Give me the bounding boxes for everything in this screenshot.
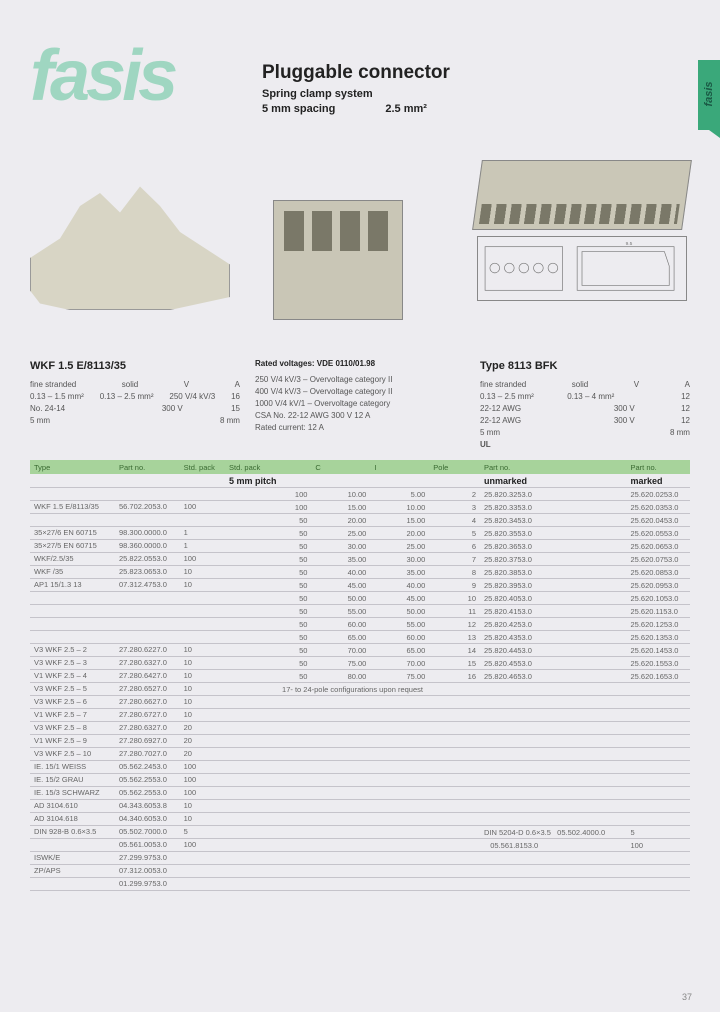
table-row: 25.820.3653.025.620.0653.0 bbox=[480, 540, 690, 553]
table-row: 25.820.4053.025.620.1053.0 bbox=[480, 592, 690, 605]
table-row: 05.561.0053.0100 bbox=[30, 838, 225, 851]
page-subtitle: Spring clamp system bbox=[262, 87, 450, 102]
table-row: V3 WKF 2.5 – 827.280.6327.020 bbox=[30, 721, 225, 734]
table-row bbox=[30, 617, 225, 630]
table-left: TypePart no.Std. pack WKF 1.5 E/8113/355… bbox=[30, 460, 225, 891]
table-row: WKF/2.5/3525.822.0553.0100 bbox=[30, 552, 225, 565]
table-row: AD 3104.61804.340.6053.010 bbox=[30, 812, 225, 825]
table-row: 01.299.9753.0 bbox=[30, 877, 225, 890]
spec-right: Type 8113 BFK fine strandedsolidVA0.13 –… bbox=[480, 358, 690, 451]
table-row: 25.820.3453.025.620.0453.0 bbox=[480, 514, 690, 527]
table-row: 25.820.4553.025.620.1553.0 bbox=[480, 657, 690, 670]
table-row: WKF 1.5 E/8113/3556.702.2053.0100 bbox=[30, 500, 225, 513]
table-row: 5075.0070.0015 bbox=[225, 657, 480, 670]
table-row: ZP/APS07.312.0053.0 bbox=[30, 864, 225, 877]
image-row: 9.5 bbox=[30, 160, 690, 340]
spacing-label: 5 mm spacing bbox=[262, 102, 335, 117]
spec-row: WKF 1.5 E/8113/35 fine strandedsolidVA0.… bbox=[30, 358, 690, 451]
table-row: 25.820.4653.025.620.1653.0 bbox=[480, 670, 690, 683]
table-row: WKF /3525.823.0653.010 bbox=[30, 565, 225, 578]
table-row: AD 3104.61004.343.6053.810 bbox=[30, 799, 225, 812]
table-row: 25.820.4353.025.620.1353.0 bbox=[480, 631, 690, 644]
table-row: 25.820.4153.025.620.1153.0 bbox=[480, 605, 690, 618]
table-row: IE. 15/2 GRAU05.562.2553.0100 bbox=[30, 773, 225, 786]
table-row: 25.820.3953.025.620.0953.0 bbox=[480, 579, 690, 592]
table-row: 5080.0075.0016 bbox=[225, 670, 480, 683]
table-row: 5030.0025.006 bbox=[225, 540, 480, 553]
spec-left-title: WKF 1.5 E/8113/35 bbox=[30, 358, 240, 375]
table-mid: Std. packCIPole 5 mm pitch10010.005.0021… bbox=[225, 460, 480, 891]
table-row: 35×27/6 EN 6071598.300.0000.01 bbox=[30, 526, 225, 539]
table-row: 5055.0050.0011 bbox=[225, 605, 480, 618]
side-tab-label: fasis bbox=[703, 69, 715, 119]
table-row: AP1 15/1.3 1307.312.4753.010 bbox=[30, 578, 225, 591]
table-row: V1 WKF 2.5 – 427.280.6427.010 bbox=[30, 669, 225, 682]
schematic-drawing: 9.5 bbox=[477, 236, 687, 301]
table-row bbox=[30, 630, 225, 643]
spec-mid-title: Rated voltages: VDE 0110/01.98 bbox=[255, 358, 465, 370]
ul-mark: UL bbox=[480, 439, 690, 451]
area-label: 2.5 mm² bbox=[385, 102, 427, 117]
table-row bbox=[30, 513, 225, 526]
table-row bbox=[30, 487, 225, 500]
table-row: V1 WKF 2.5 – 727.280.6727.010 bbox=[30, 708, 225, 721]
table-row: IE. 15/3 SCHWARZ05.562.2553.0100 bbox=[30, 786, 225, 799]
table-row: 5040.0035.008 bbox=[225, 566, 480, 579]
spec-left: WKF 1.5 E/8113/35 fine strandedsolidVA0.… bbox=[30, 358, 240, 451]
table-row: 25.820.3353.025.620.0353.0 bbox=[480, 501, 690, 514]
table-row: 35×27/5 EN 6071598.360.0000.01 bbox=[30, 539, 225, 552]
page-header: Pluggable connector Spring clamp system … bbox=[262, 62, 450, 118]
side-tab: fasis bbox=[698, 60, 720, 130]
table-row: 25.820.4253.025.620.1253.0 bbox=[480, 618, 690, 631]
table-row: V3 WKF 2.5 – 627.280.6627.010 bbox=[30, 695, 225, 708]
table-row: 5050.0045.0010 bbox=[225, 592, 480, 605]
product-image-wkf bbox=[30, 160, 243, 340]
svg-text:9.5: 9.5 bbox=[625, 241, 632, 247]
table-row bbox=[30, 474, 225, 487]
table-right: Part no.Part no. unmarkedmarked25.820.32… bbox=[480, 460, 690, 891]
table-row: DIN 928-B 0.6×3.505.502.7000.05 bbox=[30, 825, 225, 838]
table-row bbox=[30, 591, 225, 604]
table-row: 5025.0020.005 bbox=[225, 527, 480, 540]
table-row: 25.820.3253.025.620.0253.0 bbox=[480, 488, 690, 501]
table-row: V3 WKF 2.5 – 227.280.6227.010 bbox=[30, 643, 225, 656]
table-row: 25.820.3853.025.620.0853.0 bbox=[480, 566, 690, 579]
table-row: ISWK/E27.299.9753.0 bbox=[30, 851, 225, 864]
table-row: 5020.0015.004 bbox=[225, 514, 480, 527]
table-row bbox=[30, 604, 225, 617]
table-row: 5060.0055.0012 bbox=[225, 618, 480, 631]
brand-logo: fasis bbox=[30, 35, 174, 117]
tables-row: TypePart no.Std. pack WKF 1.5 E/8113/355… bbox=[30, 460, 690, 891]
table-row: V3 WKF 2.5 – 327.280.6327.010 bbox=[30, 656, 225, 669]
spec-mid: Rated voltages: VDE 0110/01.98 250 V/4 k… bbox=[255, 358, 465, 451]
table-row: V1 WKF 2.5 – 927.280.6927.020 bbox=[30, 734, 225, 747]
page-title: Pluggable connector bbox=[262, 62, 450, 84]
table-row: 25.820.4453.025.620.1453.0 bbox=[480, 644, 690, 657]
page-number: 37 bbox=[682, 992, 692, 1002]
table-row: 10010.005.002 bbox=[225, 488, 480, 501]
table-row: 5070.0065.0014 bbox=[225, 644, 480, 657]
product-image-multi: 9.5 bbox=[477, 160, 690, 340]
table-row: 5065.0060.0013 bbox=[225, 631, 480, 644]
product-image-plug bbox=[253, 160, 466, 340]
table-row: 5045.0040.009 bbox=[225, 579, 480, 592]
table-row: IE. 15/1 WEISS05.562.2453.0100 bbox=[30, 760, 225, 773]
table-row: V3 WKF 2.5 – 1027.280.7027.020 bbox=[30, 747, 225, 760]
table-row: V3 WKF 2.5 – 527.280.6527.010 bbox=[30, 682, 225, 695]
table-row: 10015.0010.003 bbox=[225, 501, 480, 514]
table-row: 25.820.3753.025.620.0753.0 bbox=[480, 553, 690, 566]
spec-right-title: Type 8113 BFK bbox=[480, 358, 690, 375]
table-row: 5035.0030.007 bbox=[225, 553, 480, 566]
table-row: 25.820.3553.025.620.0553.0 bbox=[480, 527, 690, 540]
